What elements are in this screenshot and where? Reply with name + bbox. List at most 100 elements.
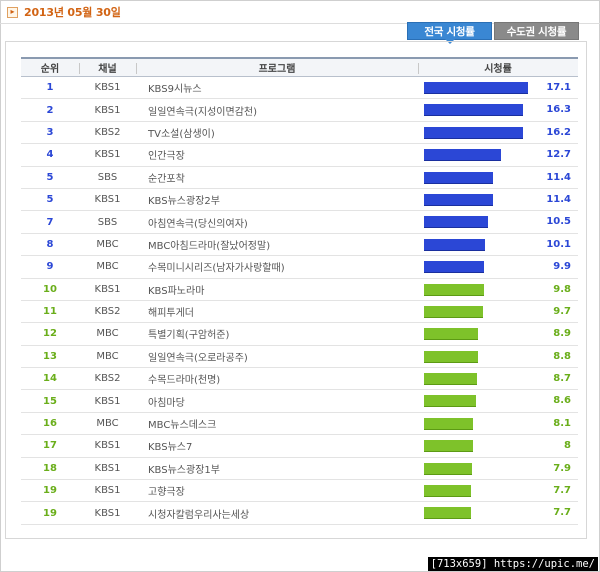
row-program[interactable]: 고향극장 xyxy=(148,487,185,499)
row-program[interactable]: 일일연속극(지성이면감천) xyxy=(148,106,258,118)
row-rating-cell: 11.4 xyxy=(418,189,578,210)
row-channel: KBS1 xyxy=(94,395,121,407)
rating-value: 11.4 xyxy=(546,171,571,183)
row-rank: 14 xyxy=(43,373,57,385)
row-program[interactable]: 순간포착 xyxy=(148,173,185,185)
row-channel: SBS xyxy=(97,171,118,183)
row-program[interactable]: 수목드라마(천명) xyxy=(148,375,221,387)
rating-value: 9.9 xyxy=(553,261,571,273)
table-row: 11 KBS2 해피투게더 9.7 xyxy=(21,301,578,324)
row-rank: 15 xyxy=(43,395,57,407)
row-channel: KBS2 xyxy=(94,306,121,318)
rating-bar xyxy=(424,305,483,318)
row-program[interactable]: MBC뉴스데스크 xyxy=(148,420,217,432)
table-row: 3 KBS2 TV소설(삼생이) 16.2 xyxy=(21,122,578,145)
rating-bar xyxy=(424,417,473,430)
table-row: 15 KBS1 아침마당 8.6 xyxy=(21,390,578,413)
row-program[interactable]: 인간극장 xyxy=(148,151,185,163)
row-channel: KBS1 xyxy=(94,440,121,452)
rating-value: 10.5 xyxy=(546,216,571,228)
row-channel: KBS1 xyxy=(94,485,121,497)
rating-bar xyxy=(424,350,478,363)
row-rank: 4 xyxy=(46,149,54,161)
row-rating-cell: 9.8 xyxy=(418,279,578,300)
rating-bar xyxy=(424,328,478,341)
rating-value: 8.7 xyxy=(553,373,571,385)
row-rank: 19 xyxy=(43,485,57,497)
row-rank: 1 xyxy=(46,82,54,94)
table-row: 2 KBS1 일일연속극(지성이면감천) 16.3 xyxy=(21,99,578,122)
rating-value: 9.8 xyxy=(553,283,571,295)
row-rating-cell: 16.3 xyxy=(418,99,578,120)
row-program[interactable]: KBS뉴스광장1부 xyxy=(148,464,220,476)
row-program[interactable]: KBS뉴스광장2부 xyxy=(148,196,220,208)
row-program[interactable]: KBS파노라마 xyxy=(148,285,205,297)
row-rating-cell: 8.1 xyxy=(418,413,578,434)
rating-value: 8.6 xyxy=(553,395,571,407)
row-rating-cell: 7.9 xyxy=(418,458,578,479)
rating-tabs: 전국 시청률 수도권 시청률 xyxy=(407,22,579,44)
row-channel: KBS2 xyxy=(94,126,121,138)
row-rating-cell: 16.2 xyxy=(418,122,578,143)
tab-capital-rating[interactable]: 수도권 시청률 xyxy=(494,22,579,40)
tab-national-rating[interactable]: 전국 시청률 xyxy=(407,22,492,44)
row-rating-cell: 9.7 xyxy=(418,301,578,322)
rating-bar xyxy=(424,395,476,408)
table-row: 17 KBS1 KBS뉴스7 8 xyxy=(21,435,578,458)
row-rating-cell: 7.7 xyxy=(418,480,578,501)
rating-value: 17.1 xyxy=(546,82,571,93)
row-channel: KBS1 xyxy=(94,149,121,161)
row-program[interactable]: 시청자칼럼우리사는세상 xyxy=(148,509,250,521)
row-rating-cell: 11.4 xyxy=(418,167,578,188)
header-channel: 채널 xyxy=(79,60,136,75)
row-rank: 13 xyxy=(43,350,57,362)
row-program[interactable]: 아침마당 xyxy=(148,397,185,409)
table-row: 5 SBS 순간포착 11.4 xyxy=(21,167,578,189)
table-row: 10 KBS1 KBS파노라마 9.8 xyxy=(21,279,578,301)
row-program[interactable]: KBS9시뉴스 xyxy=(148,84,202,96)
table-row: 13 MBC 일일연속극(오로라공주) 8.8 xyxy=(21,346,578,369)
row-rank: 12 xyxy=(43,328,57,340)
row-rating-cell: 7.7 xyxy=(418,502,578,523)
rating-value: 8.8 xyxy=(553,350,571,362)
image-source-footer: [713x659] https://upic.me/ xyxy=(427,557,598,571)
table-row: 5 KBS1 KBS뉴스광장2부 11.4 xyxy=(21,189,578,212)
table-header: 순위 채널 프로그램 시청률 xyxy=(21,57,578,77)
row-channel: MBC xyxy=(96,418,119,430)
row-rank: 7 xyxy=(46,216,54,228)
rating-value: 8 xyxy=(564,440,571,452)
table-row: 4 KBS1 인간극장 12.7 xyxy=(21,144,578,167)
header-rank: 순위 xyxy=(40,64,60,75)
rating-bar xyxy=(424,149,501,162)
row-channel: MBC xyxy=(96,261,119,273)
row-program[interactable]: 일일연속극(오로라공주) xyxy=(148,352,248,364)
table-row: 12 MBC 특별기획(구암허준) 8.9 xyxy=(21,323,578,346)
row-rating-cell: 9.9 xyxy=(418,256,578,277)
row-channel: MBC xyxy=(96,238,119,250)
row-rank: 11 xyxy=(43,306,57,318)
row-rating-cell: 12.7 xyxy=(418,144,578,165)
row-rank: 3 xyxy=(46,126,54,138)
row-program[interactable]: 아침연속극(당신의여자) xyxy=(148,218,248,230)
row-program[interactable]: 해피투게더 xyxy=(148,308,194,320)
row-channel: MBC xyxy=(96,328,119,340)
row-program[interactable]: KBS뉴스7 xyxy=(148,442,193,454)
row-program[interactable]: 특별기획(구암허준) xyxy=(148,330,230,342)
row-program[interactable]: TV소설(삼생이) xyxy=(148,128,215,140)
table-row: 19 KBS1 고향극장 7.7 xyxy=(21,480,578,503)
rating-value: 12.7 xyxy=(546,149,571,161)
row-channel: KBS2 xyxy=(94,373,121,385)
rating-bar xyxy=(424,126,523,139)
table-row: 14 KBS2 수목드라마(천명) 8.7 xyxy=(21,368,578,391)
rating-bar xyxy=(424,440,473,453)
row-program[interactable]: 수목미니시리즈(남자가사랑할때) xyxy=(148,263,285,275)
rating-value: 9.7 xyxy=(553,305,571,317)
row-rating-cell: 8.9 xyxy=(418,323,578,344)
rating-value: 7.9 xyxy=(553,462,571,474)
row-channel: KBS1 xyxy=(94,507,121,519)
rating-value: 8.9 xyxy=(553,328,571,340)
row-program[interactable]: MBC아침드라마(잘났어정말) xyxy=(148,240,271,252)
row-channel: MBC xyxy=(96,350,119,362)
table-body: 1 KBS1 KBS9시뉴스 17.1 2 KBS1 일일연속극(지성이면감천) 16.3 3 K… xyxy=(21,77,578,525)
rating-bar xyxy=(424,104,523,117)
